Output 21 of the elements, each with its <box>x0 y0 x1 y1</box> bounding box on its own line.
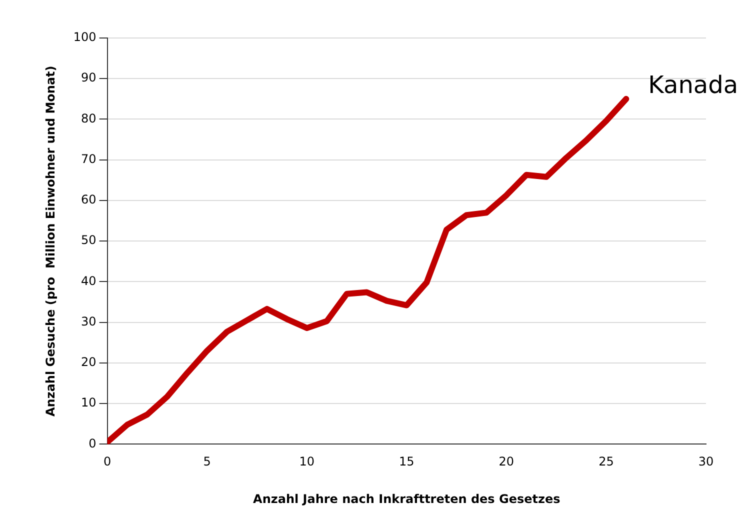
y-tick-label: 0 <box>88 436 96 450</box>
x-tick-label: 25 <box>598 454 614 469</box>
y-tick-label: 10 <box>81 396 96 410</box>
y-tick-label: 30 <box>81 314 96 328</box>
x-tick-label: 0 <box>103 454 112 469</box>
y-tick-label: 60 <box>81 192 96 207</box>
y-tick-label: 80 <box>81 111 96 126</box>
x-tick-label: 10 <box>299 454 315 469</box>
x-axis-title: Anzahl Jahre nach Inkrafttreten des Gesetzes <box>253 492 560 506</box>
x-tick-label: 30 <box>698 454 714 469</box>
y-tick-label: 90 <box>81 70 96 85</box>
y-tick-label: 50 <box>81 233 96 248</box>
y-tick-label: 40 <box>81 274 96 288</box>
x-tick-label: 20 <box>498 454 514 469</box>
y-axis-title: Anzahl Gesuche (pro Million Einwohner und Monat) <box>43 66 58 416</box>
y-tick-label: 20 <box>81 355 96 370</box>
y-tick-label: 70 <box>81 152 96 166</box>
series-label: Kanada <box>648 71 738 100</box>
x-tick-label: 15 <box>399 454 414 469</box>
x-tick-label: 5 <box>203 454 211 469</box>
y-tick-label: 100 <box>73 30 96 44</box>
